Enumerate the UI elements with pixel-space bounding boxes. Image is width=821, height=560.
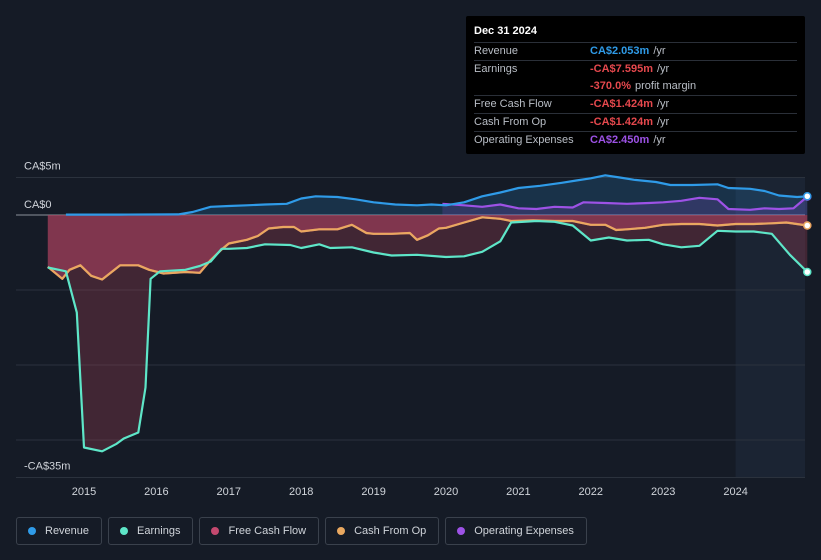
operating-expenses-line	[442, 195, 809, 211]
legend-dot-icon	[28, 527, 36, 535]
tooltip-value: CA$2.053m	[590, 45, 650, 57]
earnings-area	[47, 215, 808, 452]
operating-expenses-area	[442, 196, 808, 215]
legend-item-operating-expenses[interactable]: Operating Expenses	[445, 517, 587, 545]
x-tick-label: 2016	[144, 486, 168, 498]
legend: Revenue Earnings Free Cash Flow Cash Fro…	[16, 517, 593, 545]
cash-from-op-end-marker	[803, 221, 812, 230]
x-tick-label: 2015	[72, 486, 96, 498]
tooltip-unit: /yr	[656, 63, 670, 75]
tooltip-label: Revenue	[474, 45, 519, 57]
revenue-area	[65, 175, 808, 215]
y-tick-label: CA$0	[24, 199, 52, 211]
earnings-line	[47, 219, 809, 453]
tooltip-unit: /yr	[656, 116, 670, 128]
x-tick-label: 2024	[723, 486, 747, 498]
legend-item-cash-from-op[interactable]: Cash From Op	[325, 517, 440, 545]
tooltip-label: Operating Expenses	[474, 134, 574, 146]
tooltip-unit: /yr	[656, 98, 670, 110]
x-tick-label: 2023	[651, 486, 675, 498]
tooltip-label: Cash From Op	[474, 116, 547, 128]
tooltip-unit: /yr	[653, 45, 666, 57]
free-cash-flow-area	[47, 215, 808, 280]
legend-label: Free Cash Flow	[228, 525, 307, 537]
tooltip-row-operating-expenses: Operating Expenses CA$2.450m /yr	[474, 131, 797, 149]
tooltip-unit: profit margin	[634, 80, 697, 92]
revenue-end-marker	[803, 192, 812, 201]
y-tick-label: CA$5m	[24, 161, 61, 173]
legend-label: Cash From Op	[354, 525, 427, 537]
tooltip-value: -CA$7.595m	[590, 63, 653, 75]
revenue-line	[65, 174, 808, 216]
tooltip: Dec 31 2024 Revenue CA$2.053m /yr Earnin…	[466, 16, 805, 154]
legend-dot-icon	[337, 527, 346, 535]
tooltip-value: -370.0%	[590, 80, 631, 92]
x-tick-label: 2022	[579, 486, 603, 498]
x-tick-label: 2018	[289, 486, 313, 498]
tooltip-row-cash-from-op: Cash From Op -CA$1.424m /yr	[474, 113, 797, 131]
y-tick-label: -CA$35m	[24, 461, 70, 473]
tooltip-date: Dec 31 2024	[474, 25, 537, 37]
tooltip-value: -CA$1.424m	[590, 98, 653, 110]
earnings-end-marker	[803, 267, 812, 277]
tooltip-value: -CA$1.424m	[590, 116, 653, 128]
x-tick-label: 2019	[361, 486, 385, 498]
legend-label: Revenue	[45, 525, 90, 537]
legend-dot-icon	[211, 527, 220, 535]
tooltip-row-free-cash-flow: Free Cash Flow -CA$1.424m /yr	[474, 95, 797, 113]
legend-label: Operating Expenses	[474, 525, 574, 537]
tooltip-label: Free Cash Flow	[474, 98, 552, 110]
x-tick-label: 2017	[217, 486, 241, 498]
tooltip-row-revenue: Revenue CA$2.053m /yr	[474, 42, 797, 60]
legend-item-free-cash-flow[interactable]: Free Cash Flow	[199, 517, 320, 545]
tooltip-label	[474, 78, 590, 95]
tooltip-label: Earnings	[474, 63, 518, 75]
tooltip-row-profit-margin: -370.0% profit margin	[474, 78, 797, 95]
legend-dot-icon	[457, 527, 466, 535]
forecast-band	[735, 178, 805, 478]
legend-item-earnings[interactable]: Earnings	[108, 517, 194, 545]
legend-item-revenue[interactable]: Revenue	[16, 517, 103, 545]
x-tick-label: 2021	[506, 486, 530, 498]
legend-dot-icon	[120, 527, 129, 535]
x-tick-label: 2020	[434, 486, 458, 498]
legend-label: Earnings	[137, 525, 181, 537]
tooltip-unit: /yr	[653, 134, 666, 146]
tooltip-value: CA$2.450m	[590, 134, 650, 146]
tooltip-row-earnings: Earnings -CA$7.595m /yr	[474, 60, 797, 78]
